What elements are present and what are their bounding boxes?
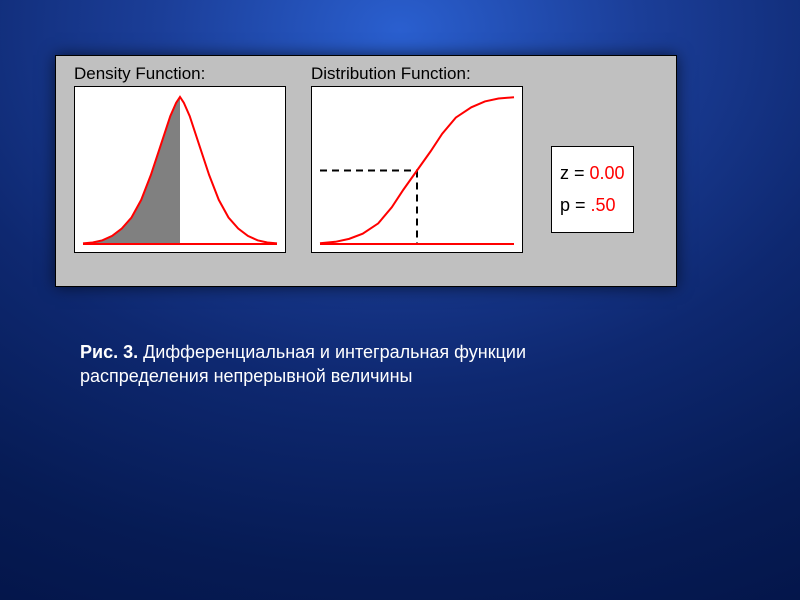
distribution-chart-label: Distribution Function:	[311, 64, 523, 84]
density-chart-block: Density Function:	[74, 64, 286, 253]
distribution-chart-block: Distribution Function:	[311, 64, 523, 253]
stats-panel: Density Function: Distribution Function:…	[55, 55, 677, 287]
density-fill	[83, 97, 180, 244]
value-label: p =	[560, 195, 591, 215]
value-label: z =	[560, 163, 590, 183]
caption-text: Дифференциальная и интегральная функции …	[80, 342, 526, 386]
density-chart-label: Density Function:	[74, 64, 286, 84]
caption-bold: Рис. 3.	[80, 342, 138, 362]
slide: Density Function: Distribution Function:…	[0, 0, 800, 600]
density-chart	[74, 86, 286, 253]
figure-caption: Рис. 3. Дифференциальная и интегральная …	[80, 340, 640, 389]
value-row-z: z = 0.00	[560, 157, 625, 189]
distribution-chart	[311, 86, 523, 253]
value-row-p: p = .50	[560, 189, 625, 221]
values-box: z = 0.00 p = .50	[551, 146, 634, 233]
distribution-svg	[312, 87, 522, 252]
value-number: .50	[591, 195, 616, 215]
value-number: 0.00	[590, 163, 625, 183]
density-svg	[75, 87, 285, 252]
